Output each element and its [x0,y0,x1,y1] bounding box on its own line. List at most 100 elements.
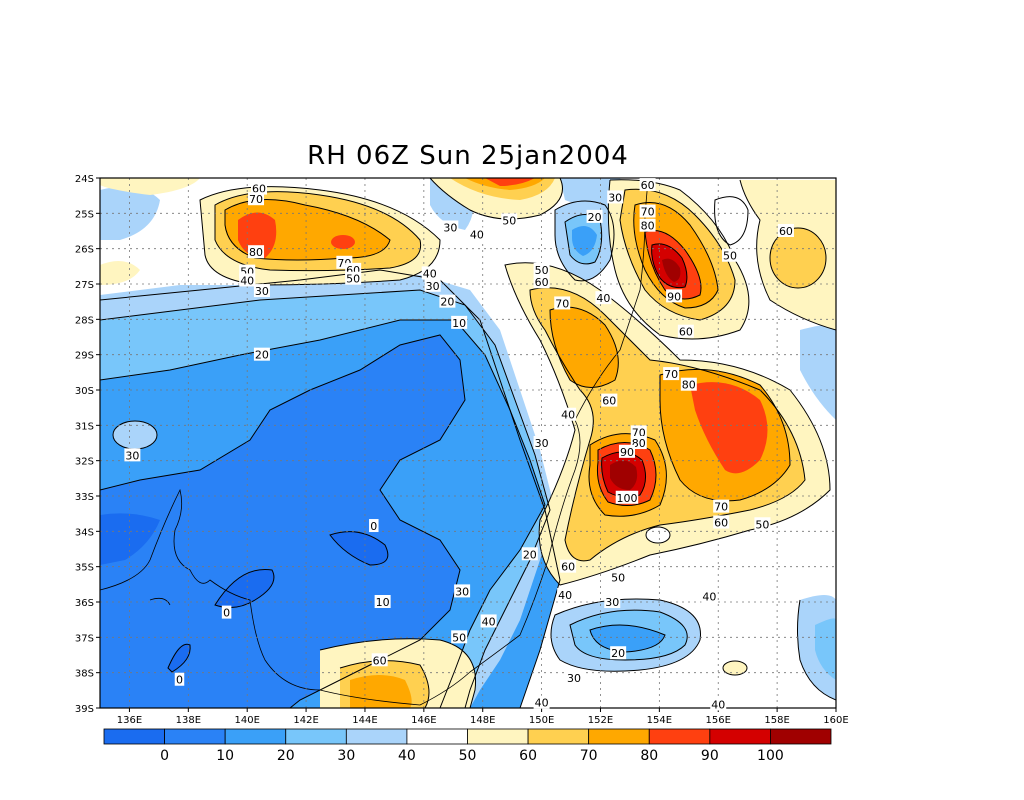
contour-label-bg [701,589,718,603]
colorbar-swatch [345,728,408,745]
contour-label-bg [369,519,379,533]
contour-label: 40 [561,409,575,422]
contour-label-bg [554,296,571,310]
lon-tick-label: 136E [117,715,142,726]
lat-tick-label: 27S [75,280,94,291]
lat-tick-label: 28S [75,315,94,326]
contour-label: 50 [723,250,737,263]
contour-label-bg [722,248,739,262]
contour-label: 80 [641,220,655,233]
contour-label: 0 [370,520,377,533]
contour-label-bg [557,587,574,601]
contour-label: 20 [255,349,269,362]
contour-label-bg [451,315,468,329]
contour-label-bg [250,181,267,195]
lat-tick-label: 30S [75,386,94,397]
contour-label-bg [533,262,550,276]
contour-label-bg [565,670,582,684]
contour-label-bg [586,209,603,223]
lon-tick-label: 148E [470,715,495,726]
colorbar-swatch [648,728,711,745]
contour-label: 40 [596,292,610,305]
colorbar-swatch [467,728,529,745]
colorbar-label: 20 [277,748,295,764]
contour-label: 30 [426,280,440,293]
colorbar-swatch [770,728,832,745]
contour-label-bg [253,284,270,298]
contour-label: 30 [255,285,269,298]
contour-label: 60 [714,517,728,530]
contour-label-bg [124,448,141,462]
contour-label-bg [371,653,388,667]
lon-tick-label: 152E [588,715,613,726]
contour-label-bg [239,273,256,287]
colorbar-swatch [588,728,650,745]
contour-label-bg [501,213,518,227]
contour-label: 60 [641,179,655,192]
contour-label: 70 [641,206,655,219]
contour-label: 40 [702,591,716,604]
contour-label-bg [533,275,550,289]
contour-label-bg [345,271,362,285]
contour-label: 20 [523,548,537,561]
lon-tick-label: 142E [293,715,318,726]
contour-label: 70 [555,297,569,310]
lon-tick-label: 144E [352,715,377,726]
lon-tick-label: 158E [764,715,789,726]
lat-tick-label: 25S [75,209,94,220]
contour-label: 20 [440,296,454,309]
contour-label: 50 [346,273,360,286]
contour-label: 40 [482,615,496,628]
contour-label-bg [221,605,232,619]
lon-tick-label: 150E [529,715,554,726]
rh-band-below-0-c [168,644,191,672]
contour-label-bg [454,584,471,598]
contour-label: 30 [535,437,549,450]
contour-label-bg [253,347,270,361]
contour-label: 50 [535,264,549,277]
contour-label: 80 [249,246,263,259]
contour-label-bg [468,227,485,241]
lat-tick-label: 34S [75,527,94,538]
contour-label-bg [680,377,697,391]
coastline [100,179,649,706]
rh-band-below-0-a [330,531,388,565]
contour-label: 90 [620,446,634,459]
contour-label-bg [248,192,265,206]
lat-tick-label: 29S [75,351,94,362]
contour-label: 70 [714,501,728,514]
colorbar-swatch [285,728,347,745]
contour-label: 40 [240,274,254,287]
contour-label-bg [248,245,265,259]
contour-label: 60 [602,395,616,408]
contour-label: 100 [616,492,637,505]
lon-tick-label: 146E [411,715,436,726]
contour-label-bg [610,570,627,584]
contour-label: 20 [588,211,602,224]
colorbar-swatch [709,728,771,745]
map-title: RH 06Z Sun 25jan2004 [307,141,629,171]
lon-tick-label: 138E [176,715,201,726]
contour-label: 30 [567,672,581,685]
contour-label-bg [618,444,635,458]
colorbar-swatch [103,728,165,745]
lat-tick-label: 38S [75,669,94,680]
lat-tick-label: 39S [75,704,94,715]
contour-label: 40 [711,698,725,711]
contour-label: 50 [755,518,769,531]
lat-tick-label: 37S [75,633,94,644]
rh-band-below-0-b [215,569,274,608]
contour-label: 60 [779,225,793,238]
contour-label-bg [560,407,577,421]
contour-label-bg [677,324,694,338]
lon-tick-label: 156E [706,715,731,726]
contour-label-bg [639,204,656,218]
contour-labels: 6070807060505040302040302010304050302050… [124,178,794,711]
contour-label-bg [607,190,624,204]
contour-label-bg [439,294,456,308]
colorbar-label: 60 [519,748,537,764]
contour-label: 70 [249,193,263,206]
lat-tick-label: 32S [75,457,94,468]
contour-label-bg [521,547,538,561]
